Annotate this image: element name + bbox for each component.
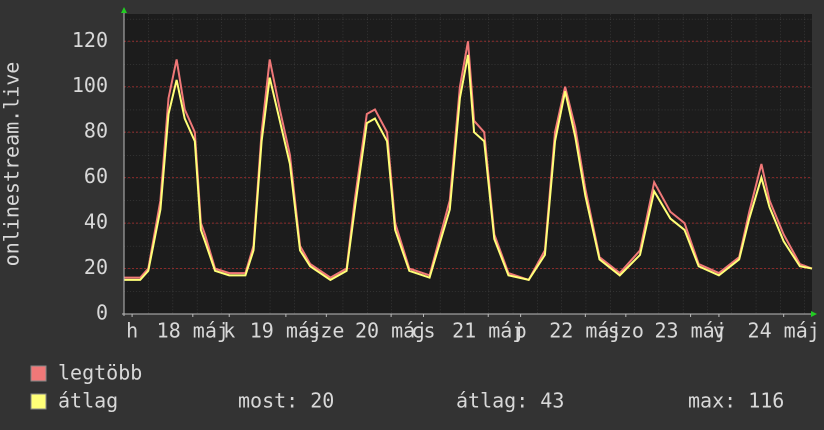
y-axis-label: onlinestream.live	[0, 62, 24, 267]
x-tick-label: 22 máj	[549, 319, 621, 343]
x-tick-label: v	[713, 319, 725, 343]
stat-label: átlag: 43	[456, 389, 564, 413]
x-tick-label: 18 máj	[157, 319, 229, 343]
x-tick-label: h	[126, 319, 138, 343]
series-layer	[124, 41, 813, 282]
series-line	[124, 54, 813, 282]
legend-label: átlag	[58, 389, 118, 413]
x-tick-label: 24 máj	[748, 319, 820, 343]
x-tick-label: 19 máj	[250, 319, 322, 343]
x-tick-label: p	[515, 319, 527, 343]
x-arrow	[811, 311, 817, 317]
legend-swatch	[30, 393, 47, 410]
y-arrow	[121, 7, 127, 13]
legend: legtöbb átlag most: 20 átlag: 43 max: 116	[30, 361, 784, 413]
x-tick-label: 21 máj	[452, 319, 524, 343]
x-tick-label: 23 máj	[654, 319, 726, 343]
y-tick-label: 40	[84, 210, 108, 234]
x-tick-label: k	[223, 319, 235, 343]
legend-swatch	[30, 365, 47, 382]
y-tick-label: 100	[72, 73, 108, 97]
stat-label: most: 20	[238, 389, 334, 413]
y-tick-label: 20	[84, 255, 108, 279]
y-tick-label: 0	[96, 301, 108, 325]
y-tick-label: 80	[84, 119, 108, 143]
x-tick-label: 20 máj	[355, 319, 427, 343]
x-tick-label: sze	[308, 319, 344, 343]
x-tick-label: cs	[411, 319, 435, 343]
legend-label: legtöbb	[58, 361, 142, 385]
x-tick-label: szo	[608, 319, 644, 343]
y-tick-label: 120	[72, 28, 108, 52]
y-tick-label: 60	[84, 164, 108, 188]
stat-label: max: 116	[688, 389, 784, 413]
